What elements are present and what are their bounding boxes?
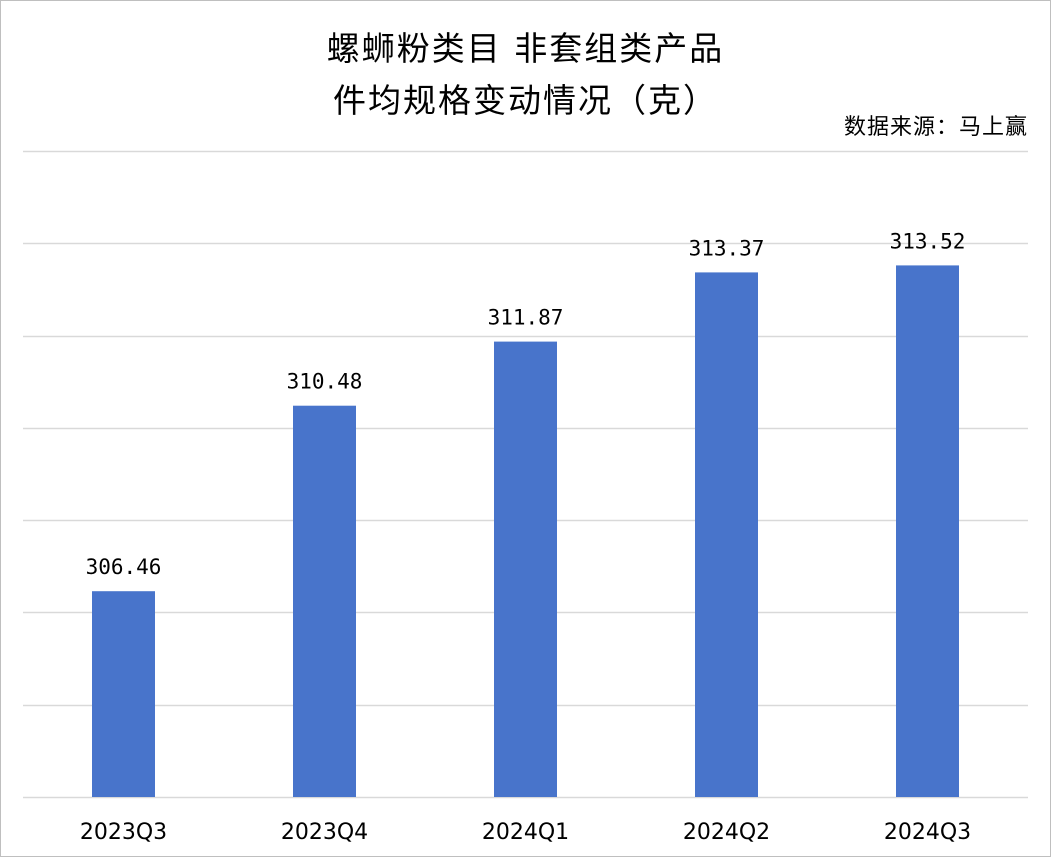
- value-label-2024Q3: 313.52: [890, 229, 966, 253]
- bars: [92, 265, 959, 797]
- chart-title-line-2: 件均规格变动情况（克）: [333, 81, 718, 120]
- bar-2024Q3: [896, 265, 959, 797]
- value-label-2024Q2: 313.37: [689, 236, 765, 260]
- bar-2023Q4: [293, 405, 356, 797]
- chart-title: 螺蛳粉类目 非套组类产品 件均规格变动情况（克）: [1, 23, 1050, 127]
- x-tick-2024Q1: 2024Q1: [482, 820, 569, 845]
- value-labels: 306.46 310.48 311.87 313.37 313.52: [86, 229, 966, 579]
- value-label-2023Q4: 310.48: [287, 370, 363, 394]
- chart-title-line-1: 螺蛳粉类目 非套组类产品: [326, 29, 725, 68]
- x-tick-2023Q4: 2023Q4: [281, 820, 368, 845]
- bar-2024Q1: [494, 341, 557, 797]
- bar-2023Q3: [92, 591, 155, 797]
- value-label-2023Q3: 306.46: [86, 555, 162, 579]
- x-tick-2024Q2: 2024Q2: [683, 820, 770, 845]
- bar-2024Q2: [695, 272, 758, 797]
- value-label-2024Q1: 311.87: [488, 306, 564, 330]
- data-source-note: 数据来源：马上赢: [843, 115, 1028, 140]
- x-tick-2023Q3: 2023Q3: [80, 820, 167, 845]
- x-tick-2024Q3: 2024Q3: [884, 820, 971, 845]
- x-axis-tick-labels: 2023Q3 2023Q4 2024Q1 2024Q2 2024Q3: [80, 820, 971, 845]
